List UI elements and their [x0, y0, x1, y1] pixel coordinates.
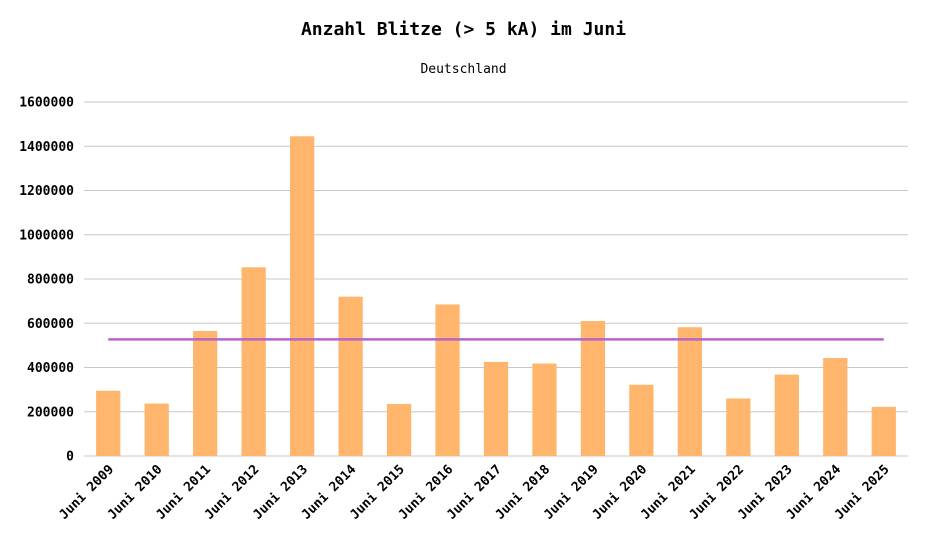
bar: [532, 363, 557, 456]
bar: [338, 296, 363, 456]
y-tick-label: 200000: [27, 405, 74, 420]
y-tick-label: 1200000: [19, 184, 74, 199]
bar: [726, 398, 751, 456]
bar: [386, 404, 412, 456]
bar: [144, 403, 169, 456]
bar: [193, 330, 218, 456]
bar: [580, 321, 606, 456]
bar: [774, 374, 799, 456]
bar: [241, 267, 266, 456]
bar: [677, 327, 702, 456]
chart-title: Anzahl Blitze (> 5 kA) im Juni: [300, 19, 627, 40]
bar: [435, 304, 460, 456]
bar: [96, 390, 121, 456]
y-tick-label: 0: [66, 450, 74, 465]
bar: [871, 406, 896, 456]
bar: [483, 361, 509, 456]
bar: [629, 384, 654, 456]
y-tick-label: 1400000: [19, 140, 74, 155]
y-tick-label: 800000: [27, 273, 74, 288]
y-tick-label: 400000: [27, 361, 74, 376]
y-tick-label: 600000: [27, 317, 74, 332]
chart-subtitle: Deutschland: [420, 62, 507, 77]
y-tick-label: 1600000: [19, 96, 74, 111]
bar: [290, 136, 315, 456]
y-tick-label: 1000000: [19, 228, 74, 243]
bar: [823, 357, 848, 456]
